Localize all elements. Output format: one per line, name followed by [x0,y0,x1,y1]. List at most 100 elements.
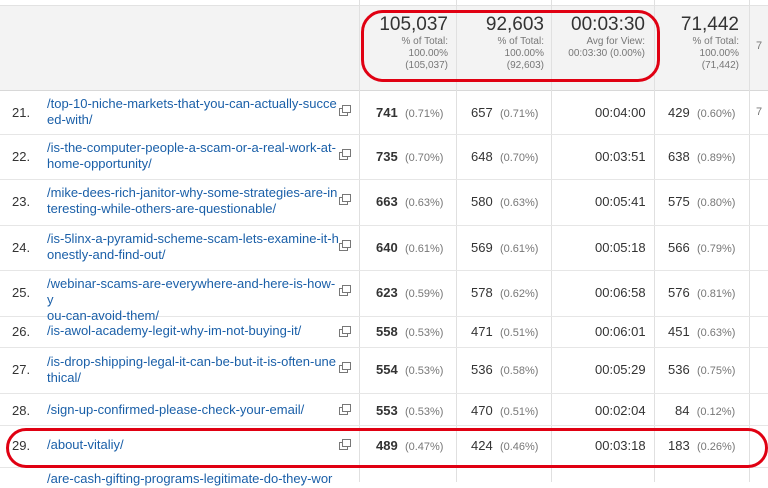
open-in-new-window-icon[interactable] [339,404,351,415]
pageviews-value: 623 (0.59%) [376,285,444,300]
unique-pageviews-sub2: 100.00% [504,48,544,59]
avg-time-sub1: Avg for View: [586,36,645,47]
table-row: 25. /webinar-scams-are-everywhere-and-he… [0,271,768,323]
row-number: 23. [12,194,31,209]
page-link-line: /sign-up-confirmed-please-check-your-ema… [47,402,305,417]
avg-time-value: 00:05:41 [595,194,646,209]
table-row: 29. /about-vitaliy/ 489 (0.47%) 424 (0.4… [0,426,768,468]
page-link[interactable]: /is-awol-academy-legit-why-im-not-buying… [47,323,339,339]
page-link[interactable]: /about-vitaliy/ [47,437,339,453]
page-link-line: teresting-while-others-are-questionable/ [47,201,277,216]
page-link[interactable]: /mike-dees-rich-janitor-why-some-strateg… [47,185,339,217]
row-number: 22. [12,149,31,164]
pageviews-value: 741 (0.71%) [376,105,444,120]
entrances-value: 84 (0.12%) [675,403,736,418]
page-link[interactable]: /are-cash-gifting-programs-legitimate-do… [47,471,339,487]
pageviews-value: 553 (0.53%) [376,403,444,418]
entrances-value: 536 (0.75%) [668,362,736,377]
avg-time-value: 00:06:01 [595,324,646,339]
entrances-value: 576 (0.81%) [668,285,736,300]
partial-column-value: 7 [756,106,763,118]
pageviews-value: 663 (0.63%) [376,194,444,209]
table-row: 27. /is-drop-shipping-legal-it-can-be-bu… [0,348,768,394]
pageviews-sub3: (105,037) [405,60,448,71]
page-link[interactable]: /top-10-niche-markets-that-you-can-actua… [47,96,339,128]
avg-time-sub2: 00:03:30 (0.00%) [568,48,645,59]
entrances-sub3: (71,442) [701,60,739,71]
column-divider [749,0,750,482]
page-link-line: /about-vitaliy/ [47,437,124,452]
row-number: 27. [12,362,31,377]
table-header: 105,037 % of Total: 100.00% (105,037) 92… [0,0,768,91]
column-divider [654,0,655,482]
open-in-new-window-icon[interactable] [339,362,351,373]
avg-time-value: 00:05:18 [595,240,646,255]
pageviews-value: 640 (0.61%) [376,240,444,255]
entrances-sub1: % of Total: [692,36,739,47]
unique-pageviews-value: 424 (0.46%) [471,438,539,453]
page-link-line: /is-drop-shipping-legal-it-can-be-but-it… [47,354,337,369]
pageviews-value: 489 (0.47%) [376,438,444,453]
row-number: 25. [12,285,31,300]
avg-time-value: 00:02:04 [595,403,646,418]
page-link[interactable]: /is-5linx-a-pyramid-scheme-scam-lets-exa… [47,231,339,263]
page-link[interactable]: /is-drop-shipping-legal-it-can-be-but-it… [47,354,339,386]
table-row: 23. /mike-dees-rich-janitor-why-some-str… [0,180,768,226]
entrances-value: 429 (0.60%) [668,105,736,120]
entrances-value: 566 (0.79%) [668,240,736,255]
row-number: 28. [12,403,31,418]
avg-time-value: 00:03:51 [595,149,646,164]
page-link-line: ou-can-avoid-them/ [47,308,159,323]
pageviews-value: 554 (0.53%) [376,362,444,377]
entrances-total: 71,442 [680,14,739,35]
page-link-line: /is-the-computer-people-a-scam-or-a-real… [47,140,336,155]
avg-time-header: 00:03:30 Avg for View: 00:03:30 (0.00%) [555,14,645,60]
open-in-new-window-icon[interactable] [339,240,351,251]
page-link[interactable]: /webinar-scams-are-everywhere-and-here-i… [47,276,339,324]
page-link-line: home-opportunity/ [47,156,152,171]
page-link[interactable]: /sign-up-confirmed-please-check-your-ema… [47,402,339,418]
avg-time-total: 00:03:30 [571,14,645,35]
open-in-new-window-icon[interactable] [339,194,351,205]
entrances-sub2: 100.00% [699,48,739,59]
column-divider [551,0,552,482]
partial-column-header: 7 [756,40,763,52]
unique-pageviews-value: 536 (0.58%) [471,362,539,377]
avg-time-value: 00:05:29 [595,362,646,377]
row-number: 26. [12,324,31,339]
entrances-header: 71,442 % of Total: 100.00% (71,442) [660,14,739,72]
unique-pageviews-value: 471 (0.51%) [471,324,539,339]
unique-pageviews-value: 580 (0.63%) [471,194,539,209]
open-in-new-window-icon[interactable] [339,439,351,450]
entrances-value: 451 (0.63%) [668,324,736,339]
open-in-new-window-icon[interactable] [339,326,351,337]
unique-pageviews-value: 470 (0.51%) [471,403,539,418]
unique-pageviews-value: 569 (0.61%) [471,240,539,255]
avg-time-value: 00:03:18 [595,438,646,453]
page-link[interactable]: /is-the-computer-people-a-scam-or-a-real… [47,140,339,172]
table-row: /are-cash-gifting-programs-legitimate-do… [0,468,768,488]
page-link-line: /is-awol-academy-legit-why-im-not-buying… [47,323,302,338]
open-in-new-window-icon[interactable] [339,285,351,296]
pageviews-sub2: 100.00% [408,48,448,59]
open-in-new-window-icon[interactable] [339,105,351,116]
row-number: 24. [12,240,31,255]
pageviews-total: 105,037 [379,14,448,35]
entrances-value: 183 (0.26%) [668,438,736,453]
unique-pageviews-sub3: (92,603) [506,60,544,71]
header-top-border [0,0,768,6]
avg-time-value: 00:04:00 [595,105,646,120]
unique-pageviews-value: 578 (0.62%) [471,285,539,300]
table-row: 28. /sign-up-confirmed-please-check-your… [0,394,768,426]
pageviews-sub1: % of Total: [401,36,448,47]
page-link-line: /top-10-niche-markets-that-you-can-actua… [47,96,337,111]
page-link-line: /is-5linx-a-pyramid-scheme-scam-lets-exa… [47,231,339,246]
table-row: 26. /is-awol-academy-legit-why-im-not-bu… [0,317,768,348]
open-in-new-window-icon[interactable] [339,149,351,160]
column-divider [456,0,457,482]
page-link-line: onestly-and-find-out/ [47,247,166,262]
table-row: 22. /is-the-computer-people-a-scam-or-a-… [0,135,768,180]
unique-pageviews-header: 92,603 % of Total: 100.00% (92,603) [462,14,544,72]
unique-pageviews-sub1: % of Total: [497,36,544,47]
row-number: 29. [12,438,31,453]
